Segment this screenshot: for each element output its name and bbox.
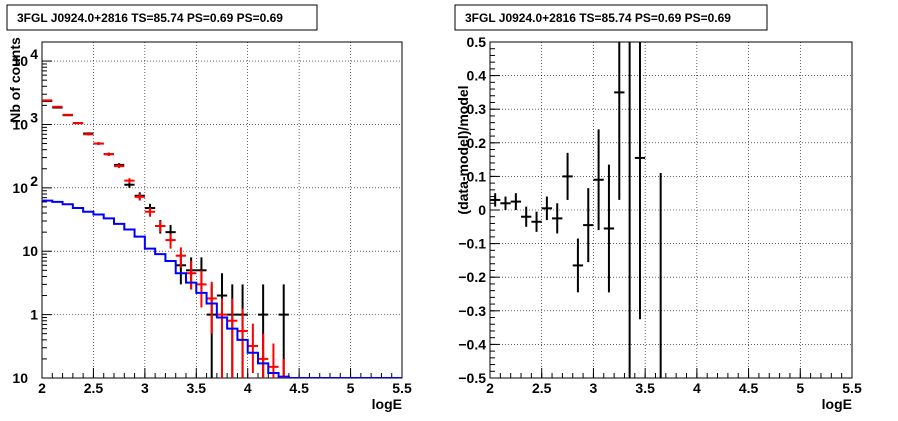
x-tick-label: 5.5 — [842, 380, 862, 396]
y-tick-label: 10 — [12, 53, 28, 69]
y-tick-label: 1 — [30, 307, 38, 323]
data-point — [186, 261, 197, 290]
data-point — [103, 152, 114, 156]
y-tick-label: 0.1 — [467, 168, 487, 184]
plot-area — [42, 99, 402, 378]
y-tick-label: −0.4 — [458, 336, 486, 352]
x-tick-label: 4.5 — [289, 380, 309, 396]
data-point — [500, 196, 511, 210]
data-point — [42, 99, 53, 102]
data-point — [541, 196, 553, 221]
plot-area — [490, 42, 662, 378]
x-tick-label: 3 — [141, 380, 149, 396]
data-point — [247, 323, 258, 373]
y-tick-exponent: 2 — [30, 173, 38, 189]
y-tick-label: −0.2 — [458, 269, 486, 285]
data-point — [134, 193, 145, 201]
x-tick-label: 2.5 — [84, 380, 104, 396]
data-point — [562, 152, 573, 200]
y-tick-label: 0 — [478, 202, 486, 218]
y-axis-title: Nb of counts — [7, 37, 23, 123]
x-tick-label: 2.5 — [532, 380, 552, 396]
data-point — [490, 193, 501, 207]
data-point — [278, 358, 289, 378]
data-point — [83, 133, 94, 136]
y-tick-exponent: 3 — [30, 109, 38, 125]
right-panel-residuals: 3FGL J0924.0+2816 TS=85.74 PS=0.69 PS=0.… — [454, 4, 862, 412]
x-tick-label: 3 — [590, 380, 598, 396]
y-tick-label: −0.5 — [458, 370, 486, 386]
y-tick-label: 0.4 — [467, 68, 487, 84]
y-tick-label: −0.3 — [458, 303, 486, 319]
y-tick-label: 10 — [22, 243, 38, 259]
x-axis-title: logE — [372, 396, 402, 412]
chart-title: 3FGL J0924.0+2816 TS=85.74 PS=0.69 PS=0.… — [17, 11, 283, 25]
x-axis-title: logE — [822, 396, 852, 412]
data-point — [634, 42, 646, 320]
y-tick-label: 0.3 — [467, 101, 487, 117]
x-tick-label: 5 — [347, 380, 355, 396]
y-axis-title: (data-model)/model — [455, 85, 471, 214]
data-point — [196, 270, 207, 308]
data-point — [227, 298, 238, 378]
x-tick-label: 4 — [244, 380, 252, 396]
data-point — [216, 298, 228, 378]
data-point — [62, 113, 73, 116]
data-point — [258, 333, 269, 378]
data-point — [93, 142, 104, 145]
data-point — [144, 207, 156, 217]
data-point — [614, 42, 625, 200]
data-point — [155, 220, 166, 233]
data-point — [237, 308, 248, 378]
y-tick-label: 0.5 — [467, 34, 487, 50]
data-point — [531, 211, 542, 232]
y-tick-label: 10 — [12, 180, 28, 196]
data-point — [552, 203, 563, 234]
data-point — [165, 233, 176, 249]
x-tick-label: 2 — [38, 380, 46, 396]
data-point — [572, 238, 584, 293]
model-histogram-line — [42, 199, 402, 378]
data-point — [593, 129, 604, 231]
left-panel-counts: 3FGL J0924.0+2816 TS=85.74 PS=0.69 PS=0.… — [6, 4, 412, 412]
data-point — [72, 122, 84, 125]
y-tick-label: 0.2 — [467, 135, 487, 151]
y-tick-label: 10 — [12, 370, 28, 386]
data-point — [124, 178, 135, 184]
y-tick-label: 10 — [12, 116, 28, 132]
x-tick-label: 5 — [796, 380, 804, 396]
data-point — [510, 193, 522, 210]
x-tick-label: 5.5 — [392, 380, 412, 396]
data-point — [521, 206, 532, 227]
data-point — [583, 188, 594, 263]
data-point — [206, 281, 217, 334]
y-tick-label: −0.1 — [458, 236, 486, 252]
chart-title: 3FGL J0924.0+2816 TS=85.74 PS=0.69 PS=0.… — [465, 11, 731, 25]
data-point — [52, 105, 63, 108]
x-tick-label: 3.5 — [635, 380, 655, 396]
data-point — [114, 164, 125, 169]
chart-title-box — [454, 4, 768, 31]
x-tick-label: 3.5 — [187, 380, 207, 396]
data-point — [603, 164, 615, 293]
x-tick-label: 2 — [486, 380, 494, 396]
x-tick-label: 4 — [693, 380, 701, 396]
x-tick-label: 4.5 — [739, 380, 759, 396]
data-point — [175, 247, 186, 268]
chart-title-box — [6, 4, 318, 31]
y-tick-exponent: 4 — [30, 46, 38, 62]
